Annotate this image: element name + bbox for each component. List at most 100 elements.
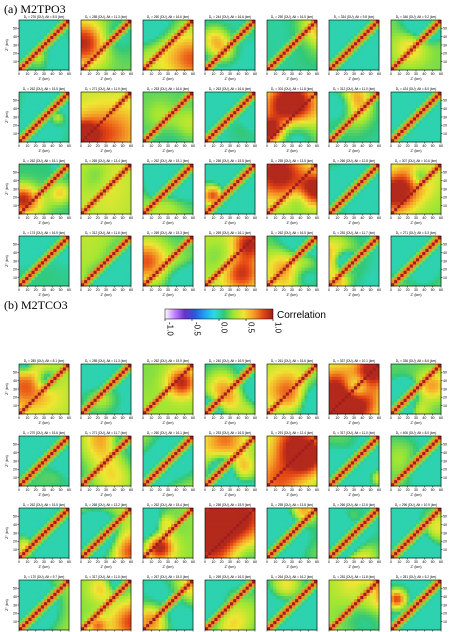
heatmap-cell [239,173,243,177]
heatmap-cell [344,48,349,52]
heatmap-cell [251,170,256,174]
heatmap-cell [183,189,188,193]
heatmap-cell [40,98,45,102]
heatmap-cell [412,120,417,124]
heatmap-cell [40,132,45,137]
heatmap-cell [186,120,191,124]
heatmap-cell [146,60,150,65]
heatmap-cell [301,29,305,33]
heatmap-cell [276,107,280,112]
heatmap-cell [248,104,253,108]
heatmap-cell [62,179,67,184]
x-tick-label: 10 [87,72,91,76]
heatmap-cell [180,173,184,177]
heatmap-cell [419,110,423,115]
heatmap-cell [288,45,293,49]
x-tick-label: 10 [273,144,277,148]
heatmap-cell [19,48,23,52]
heatmap-cell [375,54,380,58]
heatmap-cell [369,66,374,71]
heatmap-cell [431,117,436,121]
heatmap-cell [174,138,178,143]
heatmap-cell [149,104,153,108]
heatmap-cell [208,164,212,168]
heatmap-cell [205,38,209,43]
heatmap-cell [177,57,181,61]
heatmap-cell [230,135,234,140]
heatmap-cell [59,113,64,118]
heatmap-cell [155,192,159,196]
heatmap-cell [158,41,163,46]
heatmap-cell [168,51,172,55]
heatmap-cell [96,185,101,190]
heatmap-cell [288,48,293,52]
heatmap-cell [226,107,231,112]
heatmap-cell [84,167,88,171]
heatmap-cell [19,98,23,102]
heatmap-cell [295,26,299,30]
heatmap-cell [394,120,398,124]
heatmap-cell [226,66,231,71]
heatmap-cell [273,129,277,133]
heatmap-cell [50,192,54,196]
heatmap-cell [183,26,188,30]
heatmap-cell [403,98,407,102]
x-tick-label: 10 [397,72,401,76]
heatmap-cell [288,129,293,133]
heatmap-cell [106,38,110,43]
heatmap-cell [90,132,94,137]
heatmap-cell [31,182,35,187]
heatmap-cell [174,179,178,184]
heatmap-cell [118,20,122,24]
heatmap-cell [400,110,404,115]
heatmap-cell [53,176,57,180]
heatmap-cell [59,26,64,30]
heatmap-cell [397,48,401,52]
heatmap-cell [350,41,355,46]
heatmap-cell [208,195,212,199]
heatmap-cell [211,110,215,115]
heatmap-cell [168,29,172,33]
heatmap-cell [121,204,126,209]
heatmap-cell [56,179,60,184]
heatmap-cell [31,173,35,177]
heatmap-cell [223,54,228,58]
heatmap-cell [112,101,116,105]
heatmap-cell [50,179,54,184]
heatmap-cell [214,132,218,137]
heatmap-cell [40,32,45,36]
heatmap-cell [164,110,169,115]
heatmap-cell [344,45,349,49]
heatmap-cell [217,176,221,180]
heatmap-cell [118,204,122,209]
heatmap-cell [19,29,23,33]
heatmap-cell [295,126,299,130]
x-tick-label: 20 [220,72,224,76]
heatmap-cell [332,23,336,27]
heatmap-cell [127,104,132,108]
heatmap-cell [412,51,417,55]
heatmap-cell [205,41,209,46]
heatmap-cell [394,110,398,115]
heatmap-cell [124,179,129,184]
heatmap-cell [31,179,35,184]
heatmap-cell [230,104,234,108]
heatmap-cell [109,167,113,171]
x-tick-label: 10 [87,216,91,220]
heatmap-cell [22,189,26,193]
heatmap-cell [37,29,42,33]
heatmap-cell [301,120,305,124]
heatmap-cell [155,179,159,184]
heatmap-cell [149,35,153,40]
heatmap-cell [31,95,35,99]
heatmap-cell [118,32,122,36]
heatmap-cell [400,92,404,96]
heatmap-cell [99,23,104,27]
x-tick-label: 30 [104,144,108,148]
heatmap-cell [341,57,345,61]
heatmap-cell [50,23,54,27]
heatmap-cell [211,167,215,171]
heatmap-cell [164,41,169,46]
panel-header: D₁ = 346 (DU), Alt = 9.2 (km) [396,15,437,19]
heatmap-cell [28,123,32,127]
